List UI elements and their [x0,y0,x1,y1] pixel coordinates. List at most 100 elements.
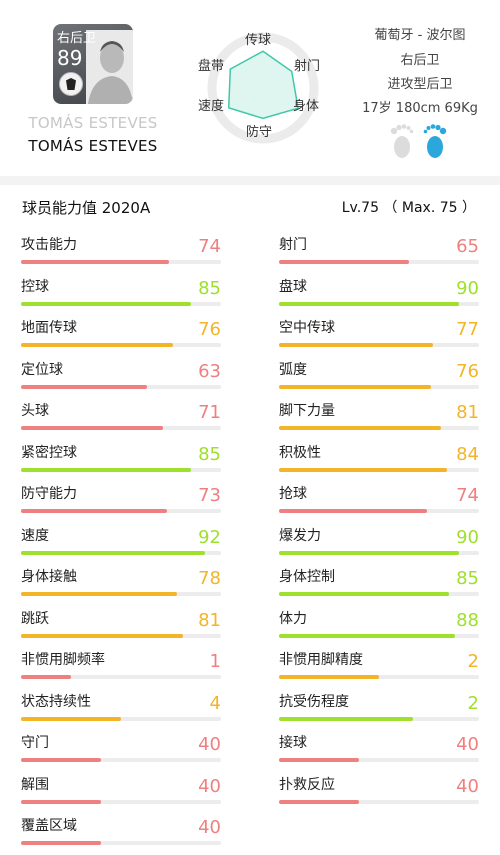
right-foot-icon [423,124,447,158]
stat-label: 盘球 [279,278,307,295]
stat-label: 身体接触 [21,569,77,585]
stat-label: 跳跃 [21,610,49,627]
stat-row: 解围 40 [21,774,221,814]
stat-row: 速度 92 [21,525,221,565]
stat-row: 覆盖区域 40 [21,815,221,855]
radar-label-defending: 防守 [246,125,273,140]
stat-value: 81 [198,609,221,631]
stat-row: 守门 40 [21,732,221,772]
stat-bar-track [21,841,221,845]
stat-bar-track [279,758,479,762]
stat-label: 速度 [21,527,49,544]
stat-bar-track [279,467,479,472]
stat-label: 守门 [21,735,49,751]
stat-bar-track [21,633,221,638]
stat-bar-track [279,384,479,389]
stat-label: 状态持续性 [21,693,91,710]
stat-bar-fill [21,675,71,679]
stat-row: 身体控制 85 [279,566,479,606]
stat-value: 65 [456,236,479,257]
stat-value: 2 [467,692,479,714]
stat-label: 接球 [279,735,307,751]
stat-label: 覆盖区域 [21,818,77,834]
stat-bar-track [279,633,479,638]
stat-value: 2 [467,651,479,672]
stat-value: 40 [456,775,479,797]
stat-value: 63 [198,360,221,382]
stat-row: 身体接触 78 [21,566,221,606]
stat-value: 92 [198,526,221,548]
player-club: 葡萄牙 - 波尔图 [374,28,466,43]
stat-row: 定位球 63 [21,359,221,399]
player-physical: 17岁 180cm 69Kg [362,101,478,116]
stat-bar-track [21,343,221,347]
stat-value: 40 [198,775,221,797]
radar-label-speed: 速度 [198,99,225,114]
player-position: 右后卫 [400,53,440,68]
stat-bar-track [21,799,221,804]
stat-value: 71 [198,402,221,423]
radar-label-physical: 身体 [293,99,320,114]
stat-bar-track [279,301,479,306]
stat-value: 76 [198,319,221,340]
stat-bar-track [21,384,221,389]
stat-bar-track [21,716,221,721]
stat-bar-fill [279,716,413,721]
stat-bar-track [21,758,221,762]
stat-label: 弧度 [279,361,307,378]
stat-row: 积极性 84 [279,442,479,482]
stat-bar-fill [21,426,163,430]
stat-bar-fill [21,716,121,721]
stat-bar-fill [279,343,433,347]
stat-label: 抢球 [279,486,307,502]
stat-bar-fill [21,260,169,264]
stat-bar-fill [21,841,101,845]
stat-row: 射门 65 [279,234,479,274]
stat-row: 扑救反应 40 [279,774,479,814]
stat-value: 90 [456,526,479,548]
stat-value: 84 [456,443,479,465]
stat-bar-fill [279,758,359,762]
radar-graphic [207,32,319,144]
stat-value: 88 [456,609,479,631]
stat-row: 防守能力 73 [21,483,221,523]
stat-label: 地面传球 [21,320,77,336]
club-badge-icon [59,72,83,96]
stat-row: 爆发力 90 [279,525,479,565]
stat-bar-fill [21,799,101,804]
stat-value: 81 [456,402,479,423]
stat-bar-fill [21,550,205,555]
stat-bar-fill [279,426,441,430]
stat-row: 头球 71 [21,400,221,440]
stat-bar-fill [279,550,459,555]
stat-value: 4 [209,692,221,714]
player-header: 右后卫 89 TOMÁS ESTEVES TOMÁS ESTEVES 传球 射门… [0,0,500,176]
stat-bar-fill [279,633,455,638]
stat-row: 脚下力量 81 [279,400,479,440]
stat-bar-track [21,550,221,555]
stat-bar-track [21,509,221,513]
stat-bar-track [279,426,479,430]
stat-label: 脚下力量 [279,403,335,419]
player-playstyle: 进攻型后卫 [387,77,453,92]
card-position-label: 右后卫 [57,31,97,46]
stat-value: 85 [456,568,479,589]
stat-label: 定位球 [21,361,63,378]
stat-bar-track [21,426,221,430]
stat-bar-fill [279,467,447,472]
stat-label: 抗受伤程度 [279,693,349,710]
player-card[interactable]: 右后卫 89 [53,24,133,104]
stat-bar-track [21,675,221,679]
stat-value: 78 [198,568,221,589]
stat-row: 盘球 90 [279,276,479,316]
stat-value: 40 [456,734,479,755]
stat-bar-track [279,509,479,513]
radar-label-passing: 传球 [245,33,272,48]
stat-value: 40 [198,817,221,838]
stat-value: 85 [198,443,221,465]
stat-label: 控球 [21,278,49,295]
section-divider [0,176,500,185]
stat-row: 弧度 76 [279,359,479,399]
stat-value: 73 [198,485,221,506]
stat-value: 85 [198,277,221,299]
